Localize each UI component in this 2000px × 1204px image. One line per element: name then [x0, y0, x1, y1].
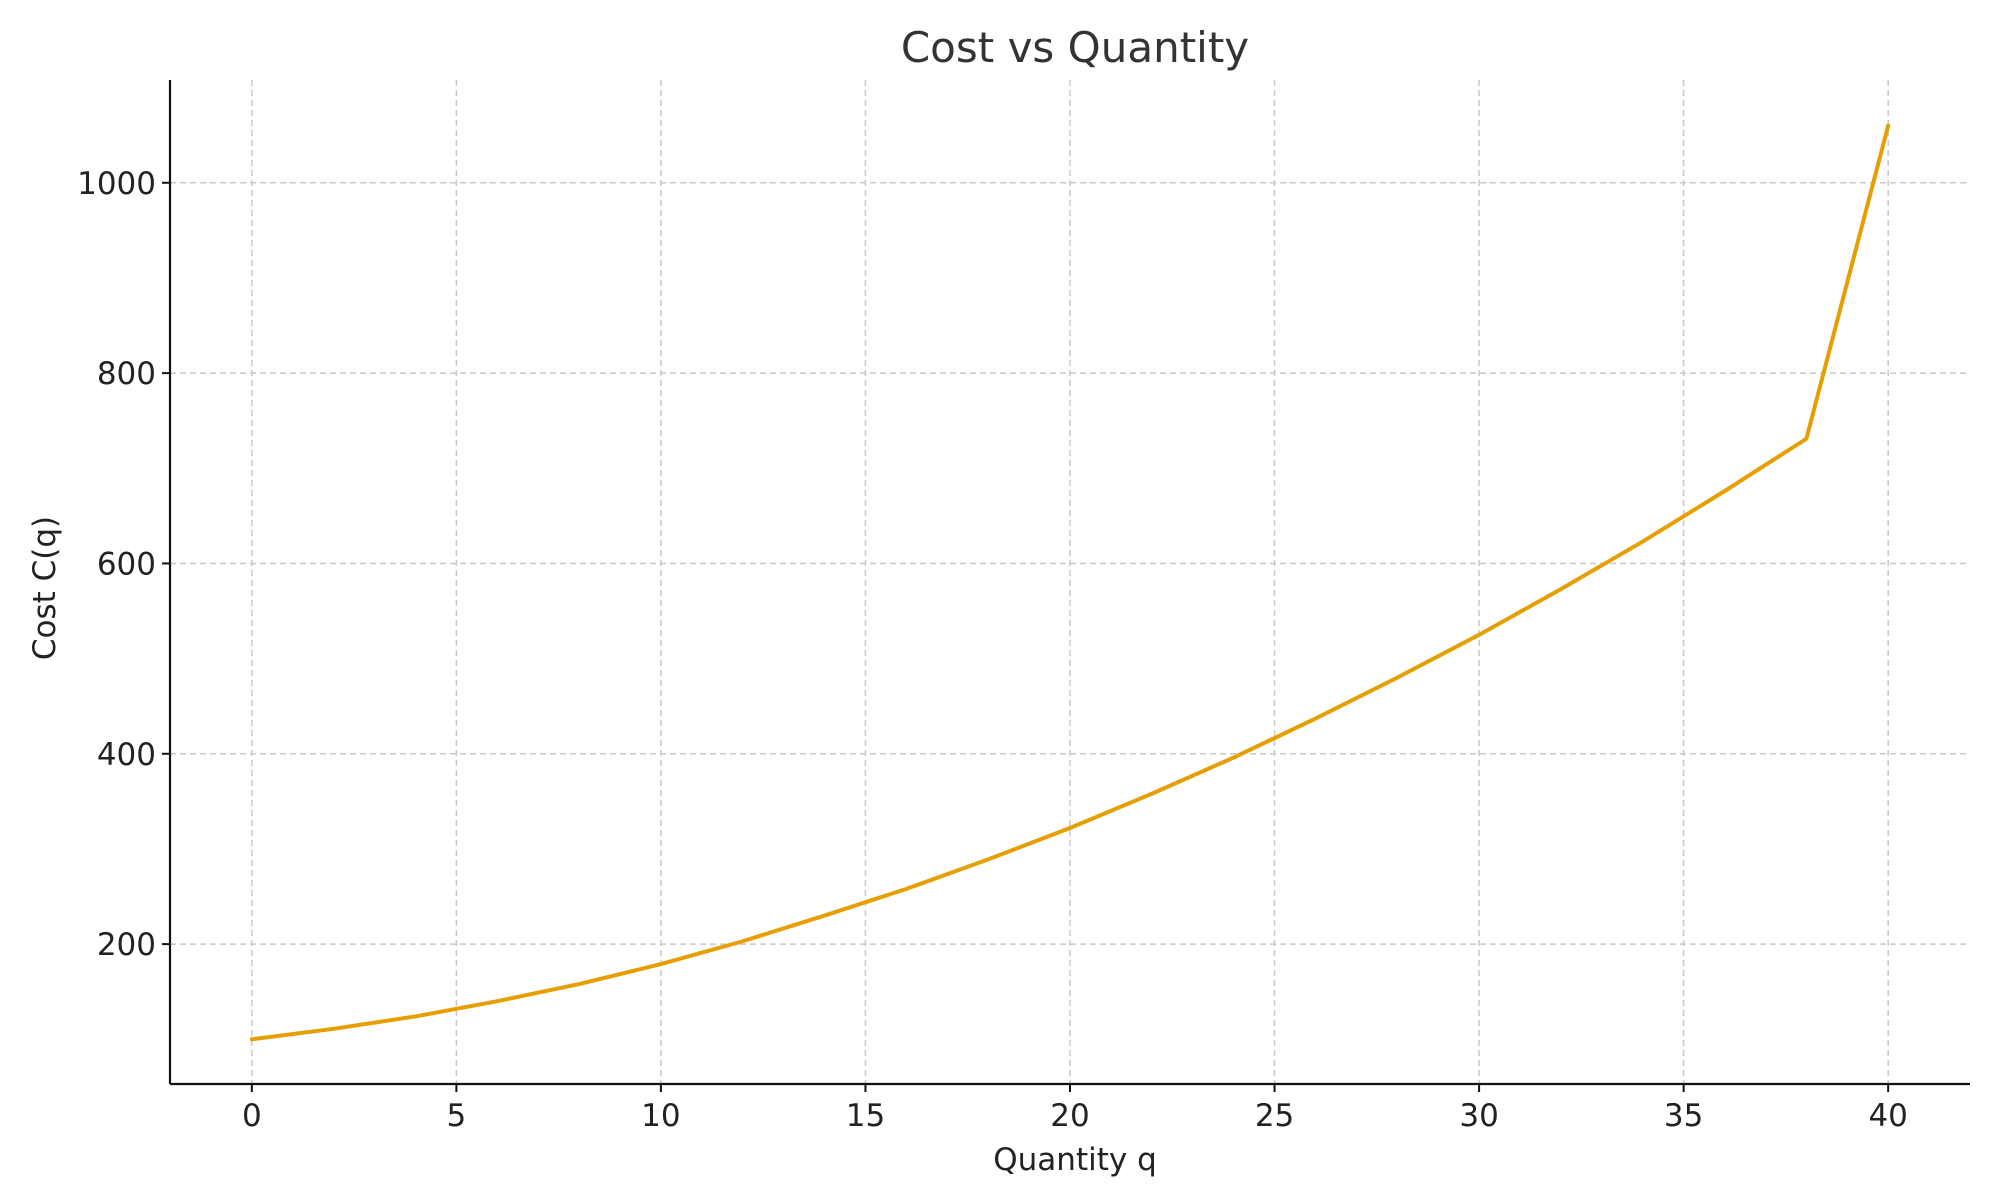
x-tick-label: 10: [641, 1098, 680, 1134]
x-tick-label: 5: [446, 1098, 466, 1134]
y-tick-label: 200: [97, 927, 156, 963]
x-tick-label: 40: [1868, 1098, 1907, 1134]
x-axis-label: Quantity q: [993, 1142, 1157, 1178]
y-axis-label: Cost C(q): [27, 516, 63, 660]
ticks: 0 5 10 15 20 25 30 35 40 200 400 600 800 1000: [77, 166, 1908, 1134]
grid: [170, 80, 1970, 1084]
series-layer: [249, 123, 1891, 1042]
y-tick-label: 400: [97, 737, 156, 773]
x-tick-label: 20: [1050, 1098, 1089, 1134]
x-tick-label: 30: [1459, 1098, 1498, 1134]
x-tick-label: 0: [242, 1098, 262, 1134]
x-tick-label: 35: [1664, 1098, 1703, 1134]
y-tick-label: 600: [97, 546, 156, 582]
y-tick-label: 1000: [77, 166, 156, 202]
chart-title: Cost vs Quantity: [901, 23, 1249, 72]
y-tick-label: 800: [97, 356, 156, 392]
x-tick-label: 15: [846, 1098, 885, 1134]
x-tick-label: 25: [1255, 1098, 1294, 1134]
cost-curve-line: [249, 123, 1891, 1042]
